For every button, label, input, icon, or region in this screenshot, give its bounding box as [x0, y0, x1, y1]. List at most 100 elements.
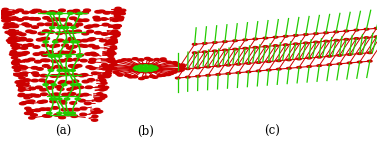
Circle shape: [180, 64, 185, 66]
Circle shape: [106, 69, 112, 71]
Circle shape: [110, 32, 116, 34]
Circle shape: [171, 71, 177, 73]
Circle shape: [47, 81, 54, 83]
Circle shape: [266, 61, 271, 62]
Circle shape: [133, 70, 137, 71]
Circle shape: [53, 98, 58, 100]
Circle shape: [157, 67, 161, 69]
Circle shape: [41, 11, 48, 14]
Circle shape: [68, 37, 75, 40]
Circle shape: [53, 41, 58, 43]
Circle shape: [82, 39, 88, 42]
Circle shape: [67, 108, 74, 111]
Circle shape: [364, 37, 369, 38]
Circle shape: [7, 32, 13, 34]
Circle shape: [98, 10, 105, 13]
Circle shape: [12, 62, 18, 65]
Circle shape: [175, 77, 180, 79]
Circle shape: [75, 12, 82, 14]
Circle shape: [44, 81, 51, 84]
Circle shape: [152, 66, 157, 68]
Circle shape: [25, 101, 31, 103]
Circle shape: [2, 19, 8, 22]
Circle shape: [334, 39, 338, 41]
Circle shape: [168, 72, 174, 75]
Circle shape: [12, 60, 19, 63]
Circle shape: [196, 75, 200, 77]
Circle shape: [111, 32, 117, 34]
Circle shape: [374, 27, 378, 29]
Circle shape: [56, 55, 62, 57]
Circle shape: [89, 58, 96, 61]
Circle shape: [108, 60, 114, 63]
Circle shape: [374, 36, 378, 38]
Circle shape: [103, 86, 109, 89]
Circle shape: [112, 61, 118, 63]
Circle shape: [153, 65, 158, 67]
Circle shape: [25, 107, 31, 109]
Circle shape: [165, 73, 171, 76]
Circle shape: [14, 46, 20, 48]
Circle shape: [344, 30, 349, 32]
Circle shape: [114, 9, 120, 11]
Circle shape: [66, 55, 71, 57]
Circle shape: [92, 115, 98, 118]
Circle shape: [19, 33, 26, 36]
Circle shape: [31, 79, 38, 82]
Circle shape: [101, 18, 107, 20]
Circle shape: [144, 71, 148, 73]
Circle shape: [43, 30, 50, 32]
Circle shape: [2, 15, 8, 17]
Circle shape: [11, 37, 17, 39]
Circle shape: [118, 74, 123, 76]
Circle shape: [114, 25, 120, 27]
Circle shape: [111, 36, 117, 39]
Circle shape: [287, 59, 291, 61]
Circle shape: [157, 75, 163, 77]
Circle shape: [160, 58, 166, 60]
Circle shape: [102, 75, 108, 77]
Circle shape: [152, 69, 157, 70]
Circle shape: [36, 38, 43, 41]
Circle shape: [34, 60, 41, 63]
Circle shape: [243, 47, 248, 49]
Circle shape: [284, 36, 288, 37]
Circle shape: [22, 11, 29, 14]
Circle shape: [19, 73, 25, 75]
Circle shape: [43, 115, 50, 117]
Circle shape: [103, 65, 109, 67]
Circle shape: [53, 93, 60, 96]
Circle shape: [196, 67, 200, 69]
Circle shape: [62, 93, 68, 96]
Circle shape: [297, 58, 301, 60]
Circle shape: [70, 45, 77, 48]
Circle shape: [65, 113, 71, 116]
Circle shape: [53, 40, 60, 42]
Circle shape: [64, 27, 69, 29]
Circle shape: [60, 18, 67, 21]
Circle shape: [5, 24, 11, 27]
Circle shape: [206, 66, 210, 68]
Circle shape: [105, 74, 111, 77]
Circle shape: [108, 42, 114, 44]
Circle shape: [293, 35, 298, 36]
Circle shape: [99, 89, 105, 91]
Circle shape: [110, 46, 116, 48]
Circle shape: [95, 11, 102, 13]
Circle shape: [347, 62, 352, 64]
Circle shape: [118, 16, 124, 19]
Circle shape: [51, 84, 56, 86]
Circle shape: [43, 17, 50, 19]
Circle shape: [72, 80, 79, 83]
Circle shape: [12, 47, 18, 49]
Circle shape: [12, 39, 19, 42]
Circle shape: [102, 64, 108, 66]
Circle shape: [138, 71, 142, 72]
Circle shape: [145, 57, 150, 59]
Circle shape: [153, 67, 158, 69]
Circle shape: [5, 31, 11, 33]
Circle shape: [82, 45, 88, 47]
Circle shape: [87, 30, 94, 33]
Circle shape: [149, 65, 153, 67]
Circle shape: [11, 50, 17, 53]
